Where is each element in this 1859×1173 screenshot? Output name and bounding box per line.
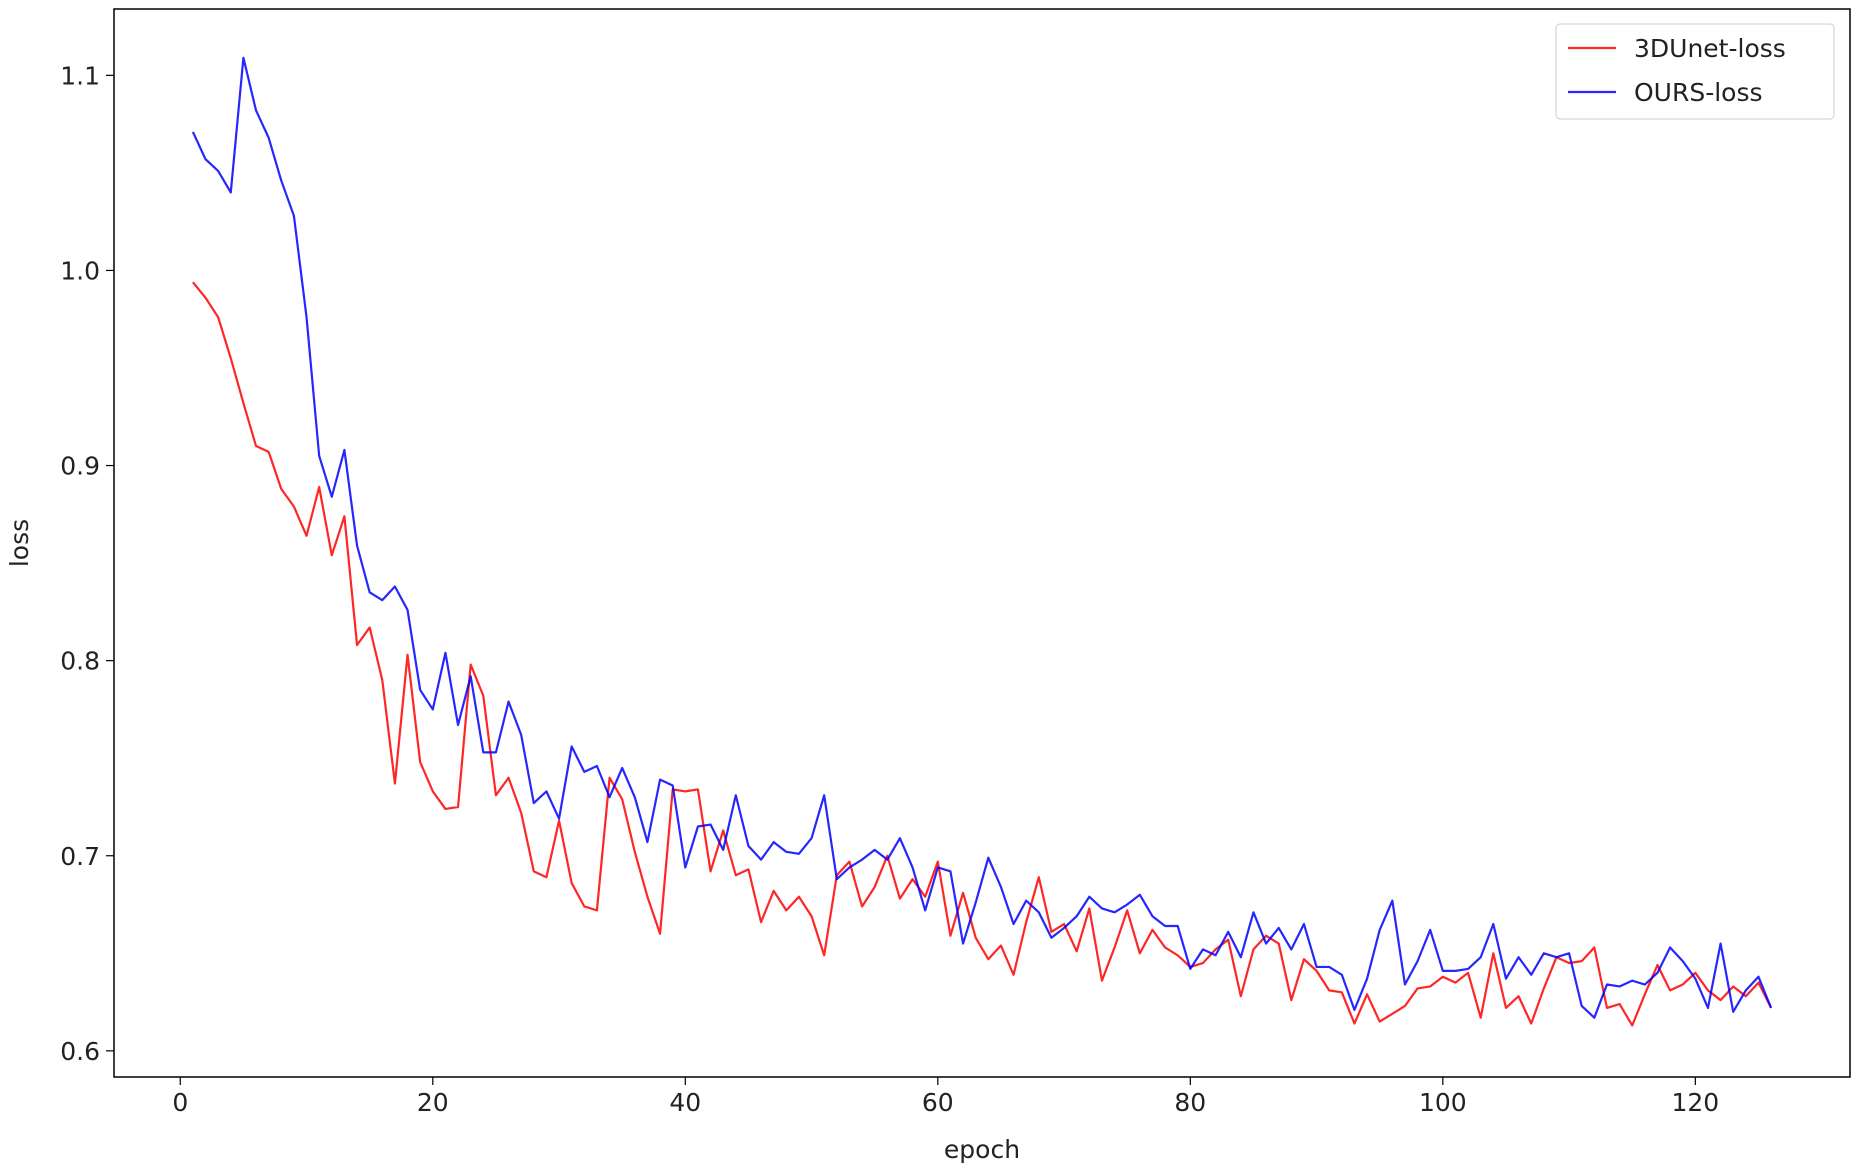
y-tick-label: 0.7 xyxy=(60,842,100,871)
y-tick-label: 1.0 xyxy=(60,256,100,285)
y-axis-label: loss xyxy=(5,519,34,567)
legend-box xyxy=(1555,23,1835,120)
x-tick-label: 80 xyxy=(1174,1088,1206,1117)
y-tick-label: 1.1 xyxy=(60,61,100,90)
legend-label: OURS-loss xyxy=(1634,78,1763,107)
x-tick-label: 0 xyxy=(172,1088,188,1117)
line-series xyxy=(191,56,1773,1019)
x-tick-label: 60 xyxy=(922,1088,954,1117)
y-tick-label: 0.9 xyxy=(60,452,100,481)
x-axis-label: epoch xyxy=(944,1135,1020,1164)
legend-label: 3DUnet-loss xyxy=(1634,34,1786,63)
x-tick-label: 20 xyxy=(417,1088,449,1117)
y-tick-label: 0.8 xyxy=(60,647,100,676)
x-tick-label: 100 xyxy=(1419,1088,1467,1117)
plot-frame xyxy=(113,8,1851,1078)
x-tick-label: 120 xyxy=(1671,1088,1719,1117)
y-tick-label: 0.6 xyxy=(60,1037,100,1066)
x-tick-label: 40 xyxy=(669,1088,701,1117)
line-series xyxy=(192,281,1773,1027)
